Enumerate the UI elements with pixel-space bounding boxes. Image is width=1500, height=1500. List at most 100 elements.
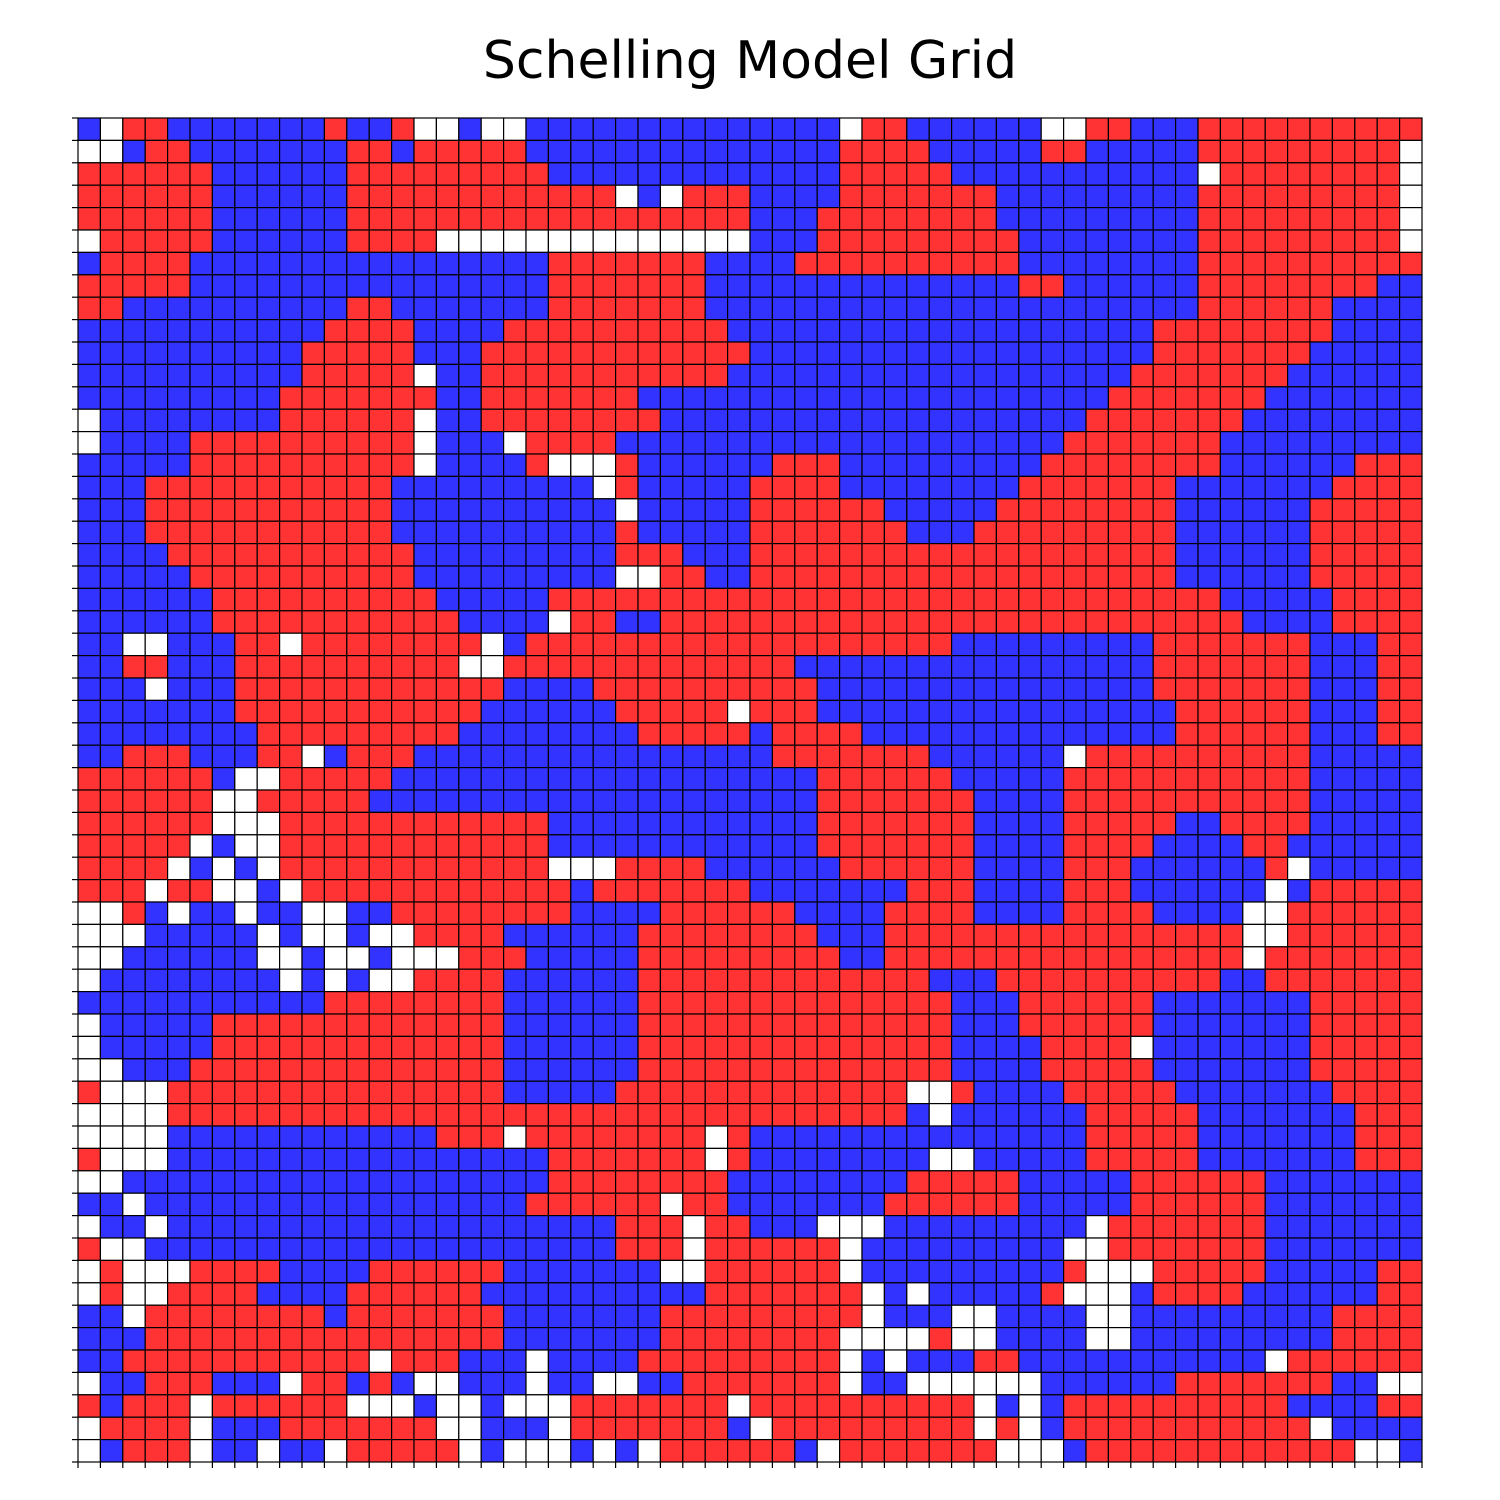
grid-cell: [368, 699, 393, 724]
grid-cell: [570, 856, 594, 881]
grid-cell: [1398, 1058, 1423, 1082]
grid-cell: [1286, 1304, 1311, 1329]
grid-cell: [659, 363, 684, 388]
grid-cell: [950, 766, 975, 791]
grid-cell: [726, 968, 751, 993]
grid-cell: [1197, 610, 1221, 634]
grid-cell: [122, 1214, 146, 1239]
grid-cell: [234, 1058, 258, 1082]
grid-cell: [771, 744, 796, 769]
grid-cell: [144, 565, 169, 589]
grid-cell: [1219, 1058, 1244, 1082]
grid-cell: [144, 1035, 169, 1060]
grid-cell: [323, 1394, 348, 1418]
grid-cell: [1062, 498, 1087, 522]
grid-cell: [1197, 565, 1221, 589]
grid-cell: [995, 1259, 1020, 1284]
grid-cell: [637, 990, 661, 1015]
grid-cell: [480, 1035, 505, 1060]
grid-cell: [1130, 341, 1154, 365]
grid-cell: [838, 319, 863, 343]
grid-cell: [234, 722, 258, 746]
grid-cell: [323, 632, 348, 657]
grid-cell: [279, 1147, 303, 1172]
grid-cell: [346, 184, 370, 209]
grid-cell: [547, 856, 572, 881]
grid-cell: [1174, 542, 1199, 567]
grid-cell: [346, 834, 370, 858]
grid-cell: [1242, 1013, 1266, 1037]
grid-cell: [1174, 744, 1199, 769]
grid-cell: [1040, 1147, 1065, 1172]
grid-cell: [1130, 1438, 1154, 1463]
grid-cell: [1062, 587, 1087, 612]
grid-cell: [547, 1237, 572, 1261]
grid-cell: [592, 565, 617, 589]
grid-cell: [503, 1058, 527, 1082]
grid-cell: [301, 923, 325, 948]
grid-cell: [1040, 542, 1065, 567]
grid-cell: [391, 1147, 415, 1172]
grid-cell: [1309, 834, 1333, 858]
grid-cell: [413, 923, 437, 948]
grid-cell: [1197, 766, 1221, 791]
grid-cell: [1398, 1394, 1423, 1418]
grid-cell: [794, 542, 818, 567]
grid-cell: [1398, 139, 1423, 164]
grid-cell: [749, 1237, 773, 1261]
grid-cell: [570, 699, 594, 724]
grid-cell: [323, 1170, 348, 1194]
grid-cell: [1264, 363, 1289, 388]
grid-cell: [1354, 251, 1378, 276]
grid-cell: [503, 990, 527, 1015]
grid-cell: [1062, 1349, 1087, 1373]
grid-cell: [614, 1058, 639, 1082]
grid-cell: [77, 251, 101, 276]
grid-cell: [682, 229, 706, 253]
grid-cell: [1309, 453, 1333, 477]
grid-cell: [99, 587, 124, 612]
grid-cell: [279, 1371, 303, 1396]
grid-cell: [1376, 229, 1401, 253]
grid-cell: [323, 1035, 348, 1060]
grid-cell: [1107, 677, 1132, 701]
grid-cell: [122, 1080, 146, 1105]
grid-cell: [122, 1125, 146, 1149]
grid-cell: [726, 789, 751, 813]
grid-cell: [749, 1170, 773, 1194]
grid-cell: [1376, 946, 1401, 970]
grid-cell: [1040, 363, 1065, 388]
grid-cell: [99, 453, 124, 477]
grid-cell: [391, 520, 415, 545]
grid-cell: [458, 1349, 482, 1373]
grid-cell: [682, 1438, 706, 1463]
grid-cell: [637, 946, 661, 970]
grid-cell: [906, 766, 930, 791]
grid-cell: [659, 856, 684, 881]
grid-cell: [838, 632, 863, 657]
grid-cell: [1174, 520, 1199, 545]
grid-cell: [525, 229, 549, 253]
grid-cell: [861, 1438, 885, 1463]
grid-cell: [1219, 654, 1244, 679]
grid-cell: [749, 1259, 773, 1284]
grid-cell: [1062, 565, 1087, 589]
grid-cell: [1219, 766, 1244, 791]
grid-cell: [503, 475, 527, 500]
grid-cell: [1152, 1170, 1177, 1194]
grid-cell: [570, 1058, 594, 1082]
grid-cell: [1174, 1394, 1199, 1418]
grid-cell: [122, 1259, 146, 1284]
grid-cell: [906, 968, 930, 993]
grid-cell: [435, 475, 460, 500]
grid-cell: [1354, 811, 1378, 836]
grid-cell: [122, 789, 146, 813]
grid-cell: [883, 1125, 908, 1149]
grid-cell: [323, 1147, 348, 1172]
grid-cell: [1174, 1438, 1199, 1463]
grid-cell: [480, 1058, 505, 1082]
grid-cell: [704, 251, 729, 276]
grid-cell: [1264, 1102, 1289, 1127]
grid-cell: [189, 632, 213, 657]
grid-cell: [1354, 1259, 1378, 1284]
